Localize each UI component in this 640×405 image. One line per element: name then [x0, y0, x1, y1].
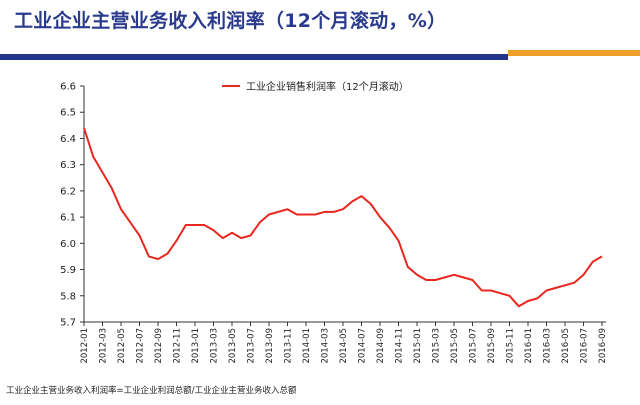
- x-tick-label: 2013-05: [228, 328, 238, 364]
- y-tick-label: 6.1: [60, 213, 76, 224]
- y-tick-label: 6.2: [60, 186, 76, 197]
- legend: 工业企业销售利润率（12个月滚动）: [222, 80, 409, 93]
- x-tick-label: 2015-05: [450, 328, 460, 364]
- x-tick-label: 2016-05: [561, 328, 571, 364]
- x-tick-label: 2013-01: [191, 328, 201, 364]
- x-tick-label: 2015-11: [506, 328, 516, 364]
- x-tick-label: 2012-03: [99, 328, 109, 364]
- y-tick-label: 5.7: [60, 318, 76, 329]
- y-ticks: 6.6 6.5 6.4 6.3 6.2 6.1 6.0 5.9 5.8 5.7: [60, 82, 84, 329]
- x-tick-label: 2012-07: [136, 328, 146, 364]
- x-tick-label: 2016-07: [580, 328, 590, 364]
- y-tick-label: 5.8: [60, 291, 76, 302]
- series-line-profit-margin: [83, 127, 603, 308]
- x-tick-label: 2015-01: [413, 328, 423, 364]
- x-tick-label: 2012-09: [154, 328, 164, 364]
- x-tick-label: 2016-09: [598, 328, 608, 364]
- x-tick-label: 2012-05: [117, 328, 127, 364]
- x-tick-label: 2013-09: [265, 328, 275, 364]
- y-tick-label: 5.9: [60, 265, 76, 276]
- y-tick-label: 6.3: [60, 160, 76, 171]
- y-tick-label: 6.4: [60, 134, 76, 145]
- x-tick-label: 2015-07: [469, 328, 479, 364]
- x-tick-label: 2014-07: [358, 328, 368, 364]
- x-tick-label: 2015-09: [487, 328, 497, 364]
- profit-margin-chart: 6.66.56.46.36.26.16.05.95.85.7 2012-01 20…: [60, 80, 608, 364]
- y-tick-label: 6.5: [60, 108, 76, 119]
- x-tick-label: 2012-01: [80, 328, 90, 364]
- x-tick-label: 2013-03: [210, 328, 220, 364]
- x-tick-label: 2016-03: [543, 328, 553, 364]
- x-tick-label: 2014-01: [302, 328, 312, 364]
- x-tick-label: 2016-01: [524, 328, 534, 364]
- x-tick-label: 2013-07: [247, 328, 257, 364]
- x-tick-label: 2014-03: [321, 328, 331, 364]
- header-band-orange: [508, 50, 640, 56]
- page-title: 工业企业主营业务收入利润率（12个月滚动，%）: [14, 10, 447, 32]
- x-tick-label: 2014-09: [376, 328, 386, 364]
- y-tick-label: 6.6: [60, 82, 76, 93]
- x-tick-label: 2013-11: [284, 328, 294, 364]
- header-band-blue: [0, 54, 508, 60]
- x-ticks: 2012-01 2012-03 2012-05 2012-07 2012-09 2012-…: [80, 322, 608, 364]
- x-tick-label: 2012-11: [173, 328, 183, 364]
- legend-label: 工业企业销售利润率（12个月滚动）: [246, 80, 409, 93]
- footnote: 工业企业主营业务收入利润率=工业企业利润总额/工业企业主营业务收入总额: [6, 386, 297, 396]
- x-tick-label: 2015-03: [432, 328, 442, 364]
- x-tick-label: 2014-11: [395, 328, 405, 364]
- y-tick-label: 6.0: [60, 239, 76, 250]
- x-tick-label: 2014-05: [339, 328, 349, 364]
